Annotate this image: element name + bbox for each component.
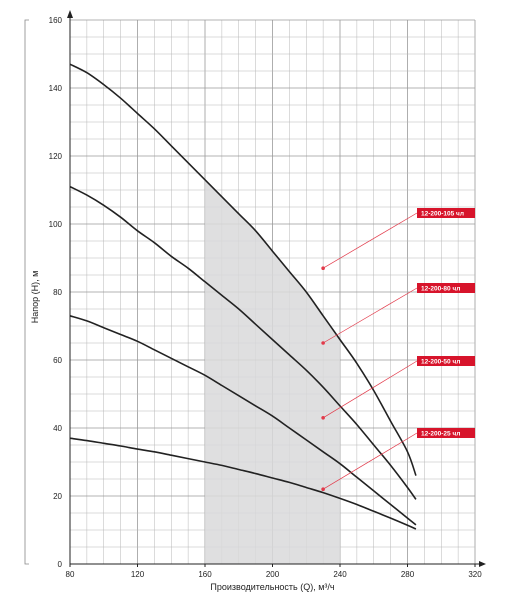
x-tick-label: 200	[266, 570, 280, 579]
x-tick-label: 120	[131, 570, 145, 579]
x-tick-label: 240	[333, 570, 347, 579]
series-curves	[69, 63, 417, 530]
y-range-bracket	[24, 19, 29, 565]
axes	[24, 10, 486, 567]
y-axis-arrow	[67, 10, 73, 18]
operating-range-shade	[205, 179, 340, 565]
leader-line	[322, 432, 418, 490]
y-tick-label: 40	[53, 424, 62, 433]
leader-dot	[321, 266, 325, 271]
y-tick-label: 60	[53, 356, 62, 365]
series-tag-label: 12-200-105 чл	[421, 210, 464, 217]
y-tick-label: 80	[53, 288, 62, 297]
series-line	[69, 63, 417, 476]
y-tick-label: 120	[49, 152, 63, 161]
tick-labels: 80 120 160 200 240 280 320 0 20 40 60 80 100 120 140 16…	[49, 16, 483, 579]
x-tick-label: 280	[401, 570, 415, 579]
series-tags: 12-200-105 чл 12-200-80 чл 12-200-50 чл 12-…	[321, 208, 475, 492]
leader-line	[322, 287, 418, 344]
y-tick-label: 160	[49, 16, 63, 25]
x-tick-label: 160	[198, 570, 212, 579]
operating-range	[205, 179, 340, 565]
x-tick-label: 320	[468, 570, 482, 579]
series-line	[69, 437, 417, 530]
x-axis-arrow	[479, 561, 486, 567]
series-tag-label: 12-200-50 чл	[421, 358, 460, 365]
leader-line	[322, 360, 418, 419]
series-tag-label: 12-200-25 чл	[421, 430, 460, 437]
series-tag	[417, 208, 475, 218]
leader-line	[322, 212, 418, 269]
y-tick-label: 140	[49, 84, 63, 93]
series-line	[69, 185, 417, 500]
x-axis-title: Производительность (Q), м³/ч	[210, 582, 335, 592]
leader-dot	[321, 341, 325, 345]
series-tag	[417, 283, 475, 293]
y-tick-label: 0	[58, 560, 63, 569]
series-tag	[417, 356, 475, 366]
leader-dot	[321, 487, 325, 492]
y-axis-title: Напор (H), м	[30, 271, 40, 324]
series-tag	[417, 428, 475, 438]
y-tick-label: 20	[53, 492, 62, 501]
x-tick-label: 80	[66, 570, 75, 579]
leader-dot	[321, 416, 325, 420]
series-tag-label: 12-200-80 чл	[421, 285, 460, 292]
series-line	[69, 315, 417, 526]
y-tick-label: 100	[49, 220, 63, 229]
